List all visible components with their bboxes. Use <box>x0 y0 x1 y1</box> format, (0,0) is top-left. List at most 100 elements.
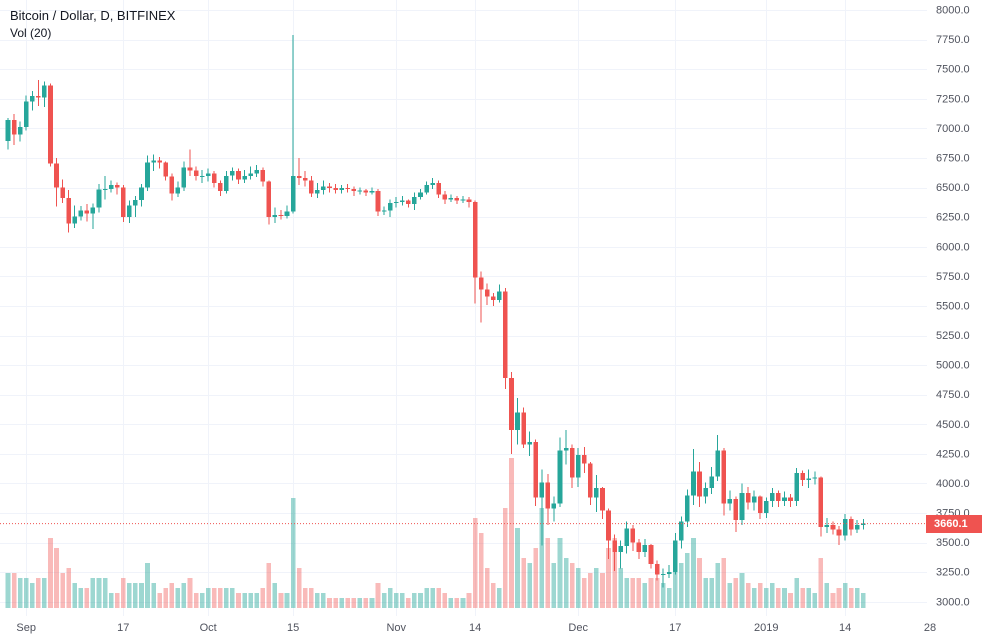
volume-bar <box>60 573 65 608</box>
candle-body <box>466 199 472 202</box>
candle-body <box>745 492 751 503</box>
candle-body <box>66 198 71 224</box>
volume-bar <box>175 588 181 608</box>
candle-body <box>236 171 241 180</box>
volume-bar <box>90 578 96 608</box>
volume-bar <box>806 588 812 608</box>
volume-bar <box>600 573 605 608</box>
candle-body <box>509 378 514 431</box>
volume-bar <box>369 598 375 608</box>
candle-body <box>345 188 350 190</box>
candle-body <box>630 528 636 543</box>
volume-bar <box>830 593 836 608</box>
time-tick-label: Dec <box>568 622 588 634</box>
volume-bar <box>242 593 247 608</box>
volume-bar <box>685 553 690 608</box>
candle-body <box>770 492 775 502</box>
candle-body <box>163 162 169 177</box>
candle-body <box>42 85 47 98</box>
candle-body <box>387 202 393 211</box>
volume-bar <box>139 583 144 608</box>
time-axis[interactable]: Sep 17 Oct 15 Nov 14 Dec 17 2019 14 28 <box>16 622 936 634</box>
volume-bar <box>321 593 326 608</box>
candle-body <box>284 211 290 216</box>
volume-bar <box>266 563 272 608</box>
candles <box>5 35 866 588</box>
candle-body <box>776 492 781 502</box>
volume-bar <box>751 588 757 608</box>
volume-bar <box>503 508 508 608</box>
volume-bar <box>757 583 763 608</box>
candle-body <box>266 181 272 218</box>
volume-bar <box>770 583 775 608</box>
volume-bar <box>205 588 211 608</box>
volume-bar <box>254 593 260 608</box>
candle-body <box>224 175 229 192</box>
volume-bar <box>848 588 854 608</box>
volume-bar <box>29 583 35 608</box>
candle-body <box>309 180 314 194</box>
price-tick-label: 3250.0 <box>936 567 970 579</box>
candle-body <box>175 187 181 194</box>
candle-body <box>782 497 787 502</box>
candle-body <box>321 186 326 190</box>
volume-bar <box>418 593 423 608</box>
volume-bar <box>836 588 842 608</box>
candle-body <box>600 488 605 511</box>
candle-body <box>757 496 763 514</box>
candle-body <box>248 173 253 176</box>
volume-bar <box>472 518 478 608</box>
volume-bar <box>339 598 344 608</box>
candle-body <box>490 296 496 301</box>
volume-bar <box>672 558 678 608</box>
volume-bar <box>84 588 90 608</box>
volume-bar <box>278 593 284 608</box>
volume-bar <box>151 583 156 608</box>
volume-bar <box>448 598 454 608</box>
volume-bar <box>521 558 526 608</box>
volume-bar <box>430 588 435 608</box>
candle-body <box>157 160 162 163</box>
candle-body <box>133 200 138 206</box>
candle-body <box>709 476 714 489</box>
candle-body <box>199 175 205 177</box>
candle-body <box>412 197 417 205</box>
candle-body <box>424 185 429 193</box>
volume-bar <box>351 598 357 608</box>
volume-bar <box>218 588 223 608</box>
volume-bar <box>763 588 769 608</box>
time-tick-label: 2019 <box>754 622 778 634</box>
candle-body <box>830 524 836 530</box>
volume-bar <box>721 558 727 608</box>
volume-bar <box>211 588 217 608</box>
candle-body <box>36 96 41 98</box>
candle-body <box>418 192 423 198</box>
candle-body <box>521 412 526 445</box>
time-tick-label: Sep <box>16 622 36 634</box>
candle-body <box>448 198 454 200</box>
candle-body <box>454 198 460 201</box>
candle-body <box>636 542 642 553</box>
candle-body <box>272 214 278 218</box>
volume-bar <box>187 578 193 608</box>
candle-body <box>363 190 369 193</box>
candle-body <box>612 540 617 553</box>
candle-body <box>127 205 132 218</box>
price-tick-label: 4500.0 <box>936 419 970 431</box>
candle-body <box>763 501 769 514</box>
candle-body <box>484 289 490 297</box>
price-tick-label: 4750.0 <box>936 389 970 401</box>
volume-bar <box>660 583 666 608</box>
volume-bar <box>357 598 363 608</box>
volume-bar <box>575 568 581 608</box>
volume-bar <box>102 578 108 608</box>
volume-bar <box>824 583 830 608</box>
candle-body <box>260 169 266 182</box>
candle-body <box>788 497 793 502</box>
candle-body <box>581 455 587 464</box>
volume-bar <box>563 558 569 608</box>
volume-bar <box>794 578 799 608</box>
candle-body <box>460 199 466 201</box>
candle-body <box>848 518 854 530</box>
